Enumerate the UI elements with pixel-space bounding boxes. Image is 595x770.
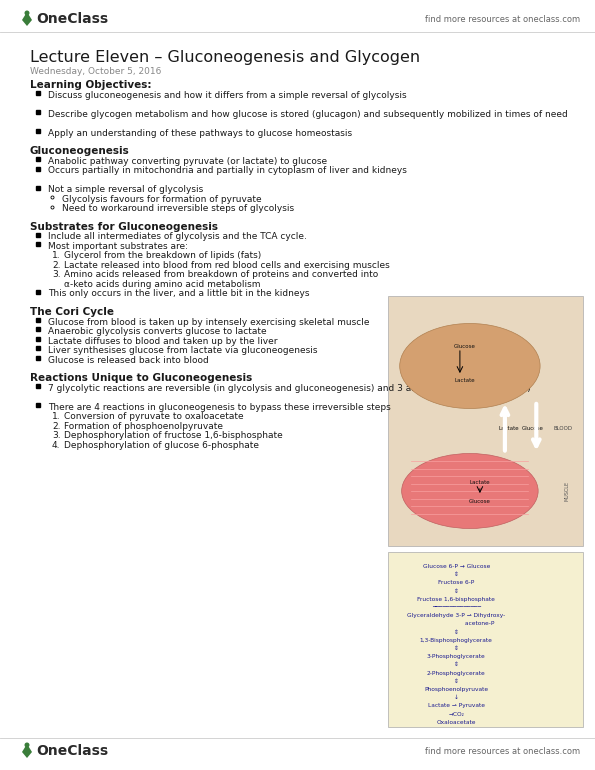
Text: Lactate ⇀ Pyruvate: Lactate ⇀ Pyruvate: [428, 704, 485, 708]
Text: Not a simple reversal of glycolysis: Not a simple reversal of glycolysis: [48, 186, 203, 195]
Text: Gluconeogenesis: Gluconeogenesis: [30, 146, 130, 156]
Text: α-keto acids during amino acid metabolism: α-keto acids during amino acid metabolis…: [64, 280, 261, 289]
Text: Describe glycogen metabolism and how glucose is stored (glucagon) and subsequent: Describe glycogen metabolism and how glu…: [48, 110, 568, 119]
Text: BLOOD: BLOOD: [554, 426, 573, 431]
Text: →CO₂: →CO₂: [448, 711, 464, 717]
Text: 1.: 1.: [52, 252, 61, 260]
Text: Need to workaround irreversible steps of glycolysis: Need to workaround irreversible steps of…: [62, 205, 294, 213]
Text: 7 glycolytic reactions are reversible (in glycolysis and gluconeogenesis) and 3 : 7 glycolytic reactions are reversible (i…: [48, 383, 531, 393]
Text: ⇕: ⇕: [454, 679, 459, 684]
Polygon shape: [22, 12, 32, 26]
Bar: [388, 552, 583, 727]
Text: ⇕: ⇕: [454, 630, 459, 634]
Text: Dephosphorylation of fructose 1,6-bisphosphate: Dephosphorylation of fructose 1,6-bispho…: [64, 431, 283, 440]
Text: 3.: 3.: [52, 431, 61, 440]
Text: Oxaloacetate: Oxaloacetate: [437, 720, 476, 725]
Text: There are 4 reactions in gluconeogenesis to bypass these irreversible steps: There are 4 reactions in gluconeogenesis…: [48, 403, 391, 411]
Text: 3.: 3.: [52, 270, 61, 280]
Text: Occurs partially in mitochondria and partially in cytoplasm of liver and kidneys: Occurs partially in mitochondria and par…: [48, 166, 407, 176]
Text: OneClass: OneClass: [36, 744, 108, 758]
Text: Conversion of pyruvate to oxaloacetate: Conversion of pyruvate to oxaloacetate: [64, 412, 243, 421]
Text: Glucose: Glucose: [454, 344, 476, 349]
Text: Fructose 6-P: Fructose 6-P: [438, 581, 474, 585]
Text: OneClass: OneClass: [36, 12, 108, 26]
Text: Lactate: Lactate: [469, 480, 490, 486]
Text: find more resources at oneclass.com: find more resources at oneclass.com: [425, 746, 580, 755]
Text: Glucose from blood is taken up by intensely exercising skeletal muscle: Glucose from blood is taken up by intens…: [48, 317, 369, 326]
Text: Anaerobic glycolysis converts glucose to lactate: Anaerobic glycolysis converts glucose to…: [48, 327, 267, 336]
Text: Lactate: Lactate: [455, 378, 475, 383]
Bar: [388, 296, 583, 546]
Text: Glucose 6-P → Glucose: Glucose 6-P → Glucose: [422, 564, 490, 569]
Text: Lactate: Lactate: [499, 426, 519, 431]
Polygon shape: [22, 744, 32, 758]
Text: 1,3-Bisphosphoglycerate: 1,3-Bisphosphoglycerate: [420, 638, 493, 643]
Text: This only occurs in the liver, and a little bit in the kidneys: This only occurs in the liver, and a lit…: [48, 290, 309, 299]
Text: ⇕: ⇕: [454, 572, 459, 578]
Text: The Cori Cycle: The Cori Cycle: [30, 306, 114, 316]
Text: Wednesday, October 5, 2016: Wednesday, October 5, 2016: [30, 67, 161, 76]
Text: 2.: 2.: [52, 421, 61, 430]
Text: Most important substrates are:: Most important substrates are:: [48, 242, 188, 251]
Text: Glycolysis favours for formation of pyruvate: Glycolysis favours for formation of pyru…: [62, 195, 262, 204]
Circle shape: [24, 11, 30, 15]
Text: Lecture Eleven – Gluconeogenesis and Glycogen: Lecture Eleven – Gluconeogenesis and Gly…: [30, 50, 420, 65]
Text: Glycerol from the breakdown of lipids (fats): Glycerol from the breakdown of lipids (f…: [64, 252, 261, 260]
Text: Fructose 1,6-bisphosphate: Fructose 1,6-bisphosphate: [417, 597, 495, 602]
Text: Amino acids released from breakdown of proteins and converted into: Amino acids released from breakdown of p…: [64, 270, 378, 280]
Text: Discuss gluconeogenesis and how it differs from a simple reversal of glycolysis: Discuss gluconeogenesis and how it diffe…: [48, 91, 406, 100]
Text: 1.: 1.: [52, 412, 61, 421]
Text: Anabolic pathway converting pyruvate (or lactate) to glucose: Anabolic pathway converting pyruvate (or…: [48, 157, 327, 166]
Text: Glyceraldehyde 3-P ⇀ Dihydroxy-: Glyceraldehyde 3-P ⇀ Dihydroxy-: [407, 613, 505, 618]
Text: Apply an understanding of these pathways to glucose homeostasis: Apply an understanding of these pathways…: [48, 129, 352, 138]
Ellipse shape: [402, 454, 538, 528]
Text: Reactions Unique to Gluconeogenesis: Reactions Unique to Gluconeogenesis: [30, 373, 252, 383]
Text: 4.: 4.: [52, 440, 61, 450]
Text: Include all intermediates of glycolysis and the TCA cycle.: Include all intermediates of glycolysis …: [48, 233, 307, 242]
Text: ──────────────: ──────────────: [432, 605, 481, 610]
Text: Formation of phosphoenolpyruvate: Formation of phosphoenolpyruvate: [64, 421, 223, 430]
Text: ↓: ↓: [454, 695, 459, 700]
Text: acetone-P: acetone-P: [418, 621, 494, 627]
Text: Glucose: Glucose: [521, 426, 543, 431]
Text: Phosphoenolpyruvate: Phosphoenolpyruvate: [424, 687, 488, 692]
Text: Lactate released into blood from red blood cells and exercising muscles: Lactate released into blood from red blo…: [64, 261, 390, 270]
Circle shape: [24, 742, 30, 748]
Text: ⇕: ⇕: [454, 646, 459, 651]
Text: Glucose: Glucose: [469, 499, 491, 504]
Text: Liver synthesises glucose from lactate via gluconeogenesis: Liver synthesises glucose from lactate v…: [48, 346, 318, 355]
Text: 2-Phosphoglycerate: 2-Phosphoglycerate: [427, 671, 486, 675]
Text: 2.: 2.: [52, 261, 61, 270]
Text: Learning Objectives:: Learning Objectives:: [30, 80, 152, 90]
Text: ⇕: ⇕: [454, 662, 459, 668]
Text: ⇕: ⇕: [454, 588, 459, 594]
Text: Dephosphorylation of glucose 6-phosphate: Dephosphorylation of glucose 6-phosphate: [64, 440, 259, 450]
Text: find more resources at oneclass.com: find more resources at oneclass.com: [425, 15, 580, 24]
Text: Substrates for Gluconeogenesis: Substrates for Gluconeogenesis: [30, 222, 218, 232]
Text: 3-Phosphoglycerate: 3-Phosphoglycerate: [427, 654, 486, 659]
Text: Lactate diffuses to blood and taken up by the liver: Lactate diffuses to blood and taken up b…: [48, 336, 277, 346]
Ellipse shape: [400, 323, 540, 409]
Text: Glucose is released back into blood: Glucose is released back into blood: [48, 356, 209, 364]
Text: MUSCLE: MUSCLE: [565, 481, 570, 501]
